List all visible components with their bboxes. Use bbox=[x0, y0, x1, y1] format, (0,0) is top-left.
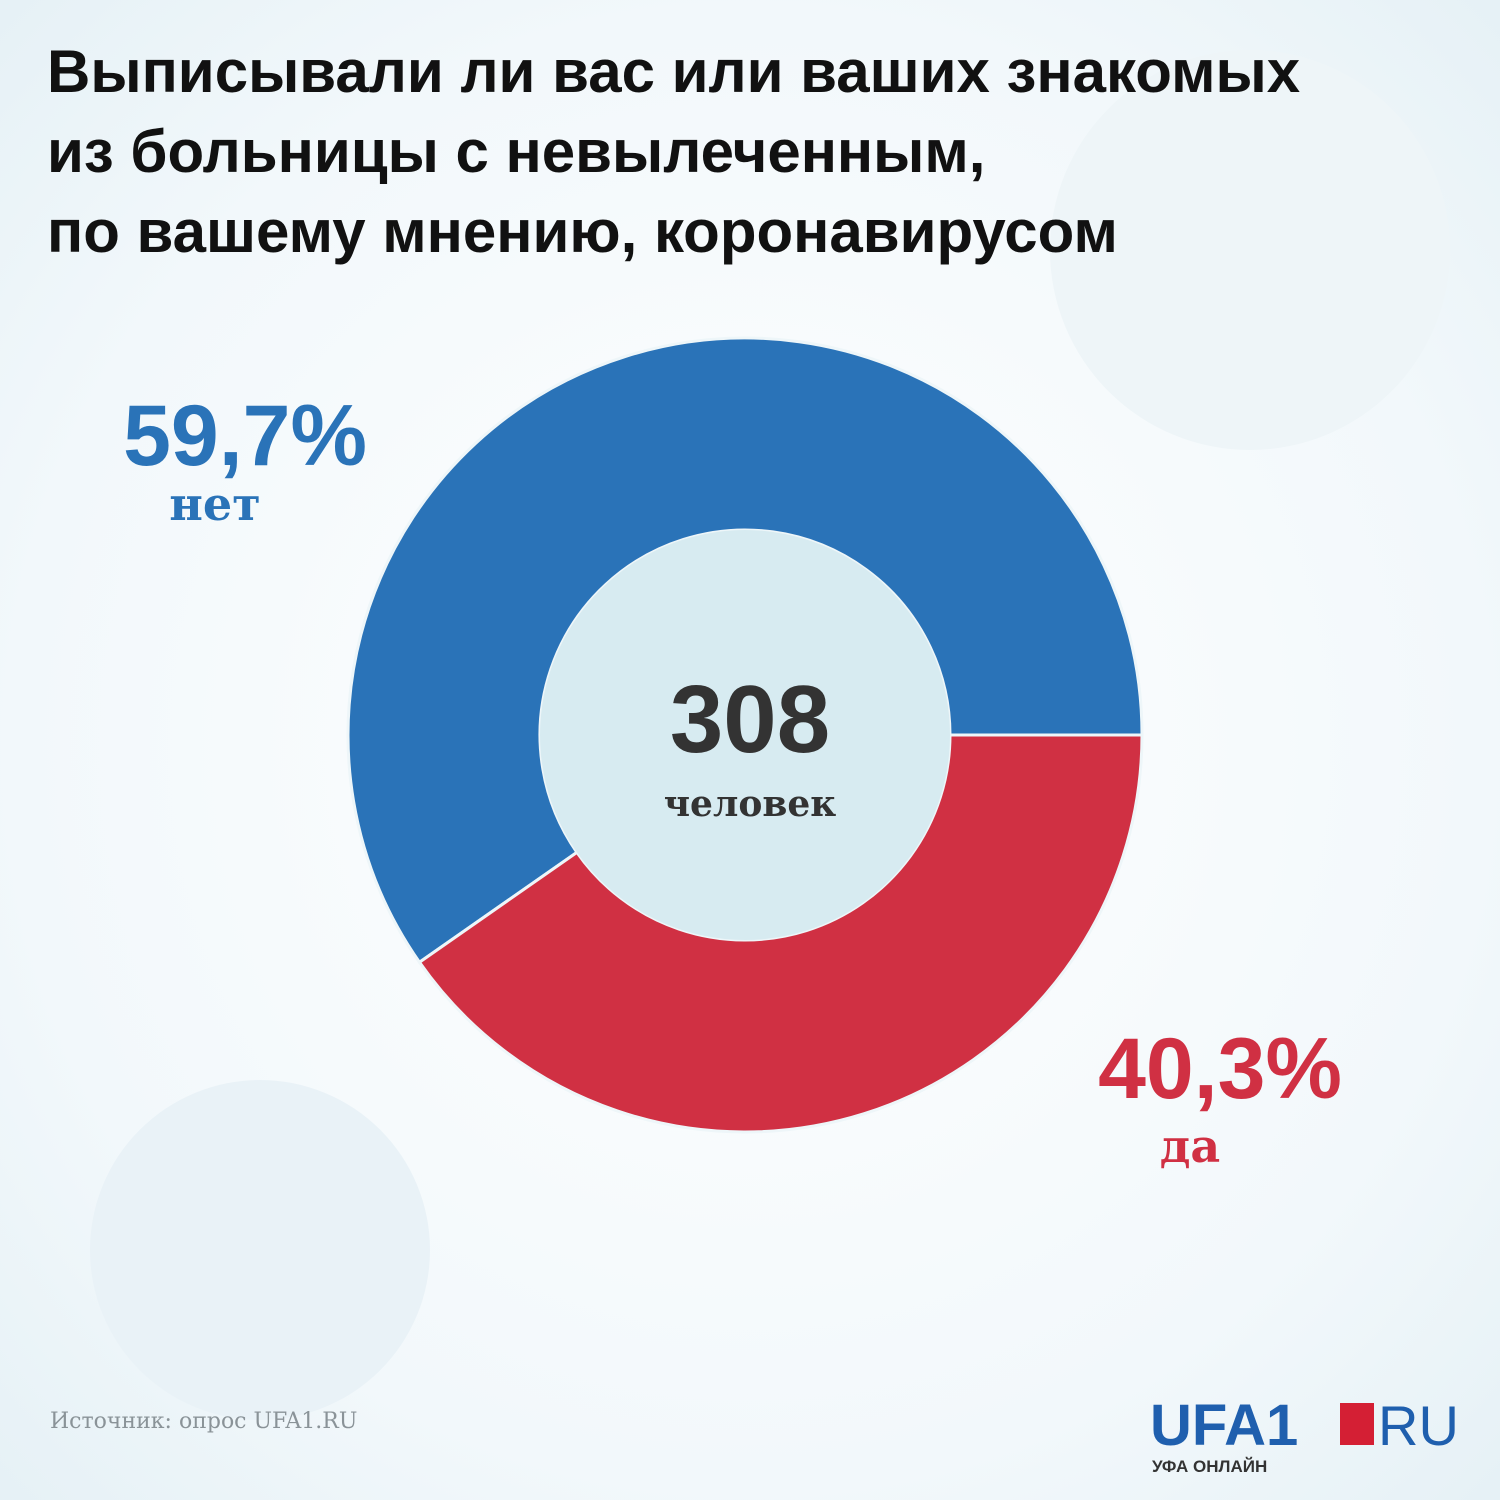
donut-hole bbox=[540, 530, 950, 940]
source: Источник: опрос UFA1.RU bbox=[50, 1409, 357, 1434]
value-label: 40,3% bbox=[1098, 1021, 1342, 1117]
logo-tagline: УФА ОНЛАЙН bbox=[1152, 1457, 1267, 1476]
total: 308 bbox=[670, 666, 830, 773]
logo-suffix: RU bbox=[1378, 1394, 1459, 1457]
total-label: человек bbox=[664, 783, 837, 825]
title-line: Выписывали ли вас или ваших знакомых bbox=[47, 38, 1300, 105]
title-line: из больницы с невылеченным, bbox=[47, 118, 985, 185]
decor bbox=[1050, 50, 1450, 450]
logo-mark bbox=[1340, 1403, 1374, 1445]
category-label: да bbox=[1160, 1119, 1220, 1173]
decor bbox=[90, 1080, 430, 1420]
title-line: по вашему мнению, коронавирусом bbox=[47, 198, 1118, 265]
logo-name: UFA1 bbox=[1150, 1393, 1298, 1458]
value-label: 59,7% bbox=[123, 388, 367, 484]
category-label: нет bbox=[169, 477, 260, 531]
